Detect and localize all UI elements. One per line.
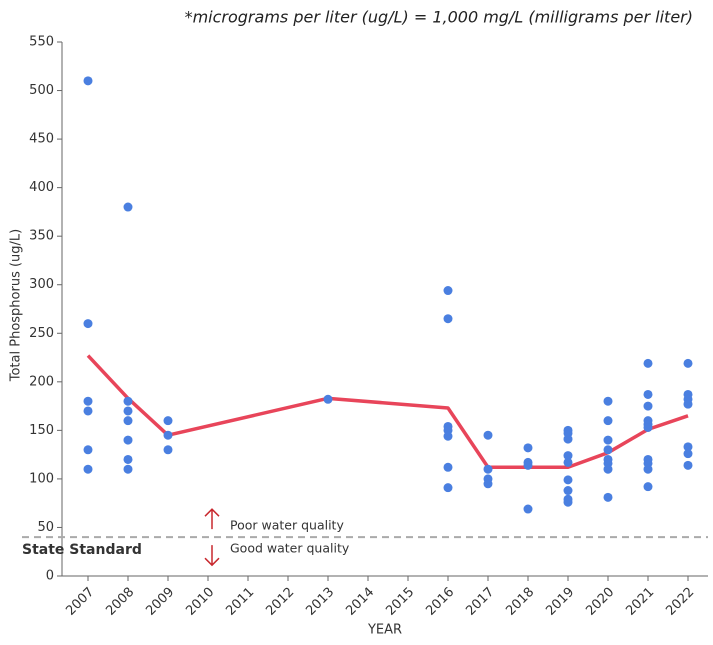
point: [643, 464, 653, 474]
y-tick-label: 50: [37, 520, 54, 535]
point: [563, 486, 573, 496]
x-tick-label: 2010: [183, 585, 217, 619]
point: [83, 445, 93, 455]
point: [443, 462, 453, 472]
y-tick-label: 350: [29, 229, 54, 244]
point: [483, 464, 493, 474]
y-tick-label: 150: [29, 423, 54, 438]
x-tick-label: 2013: [303, 585, 337, 619]
point: [123, 406, 133, 416]
point: [483, 479, 493, 489]
point: [83, 319, 93, 329]
point: [83, 396, 93, 406]
x-tick-label: 2009: [143, 585, 177, 619]
point: [643, 482, 653, 492]
point: [123, 396, 133, 406]
point: [163, 445, 173, 455]
x-axis-title: YEAR: [367, 623, 402, 638]
point: [443, 286, 453, 296]
point: [683, 358, 693, 368]
y-tick-label: 0: [46, 569, 54, 584]
point: [443, 431, 453, 441]
x-tick-label: 2018: [503, 585, 537, 619]
x-tick-label: 2019: [543, 585, 577, 619]
point: [603, 445, 613, 455]
point: [643, 401, 653, 411]
y-tick-label: 450: [29, 132, 54, 147]
arrow-down: [204, 545, 220, 567]
point: [603, 416, 613, 426]
x-tick-label: 2017: [463, 585, 497, 619]
note: *micrograms per liter (ug/L) = 1,000 mg/…: [185, 8, 693, 27]
point: [523, 504, 533, 514]
x-tick-label: 2021: [623, 585, 657, 619]
y-tick-label: 500: [29, 83, 54, 98]
point: [83, 76, 93, 86]
y-tick-label: 100: [29, 471, 54, 486]
point: [643, 358, 653, 368]
x-tick-label: 2008: [103, 585, 137, 619]
y-tick-label: 250: [29, 326, 54, 341]
point: [123, 202, 133, 212]
point: [83, 464, 93, 474]
point: [683, 442, 693, 452]
point: [603, 396, 613, 406]
good-label: Good water quality: [230, 541, 350, 556]
y-tick-label: 200: [29, 374, 54, 389]
x-tick-label: 2014: [343, 585, 377, 619]
point: [323, 394, 333, 404]
point: [523, 443, 533, 453]
point: [683, 460, 693, 470]
x-tick-label: 2011: [223, 585, 257, 619]
point: [123, 454, 133, 464]
point: [163, 416, 173, 426]
point: [443, 483, 453, 493]
point: [643, 422, 653, 432]
point: [603, 435, 613, 445]
y-tick-label: 300: [29, 277, 54, 292]
point: [563, 475, 573, 485]
x-tick-label: 2016: [423, 585, 457, 619]
y-tick-label: 400: [29, 180, 54, 195]
point: [563, 497, 573, 507]
point: [603, 464, 613, 474]
point: [563, 457, 573, 467]
point: [83, 406, 93, 416]
point: [443, 314, 453, 324]
point: [603, 492, 613, 502]
mean-line: [86, 354, 689, 470]
y-axis-title: Total Phosphorus (ug/L): [9, 229, 24, 383]
point: [123, 435, 133, 445]
x-tick-label: 2020: [583, 585, 617, 619]
point: [523, 460, 533, 470]
arrow-up: [204, 508, 220, 530]
standard-label: State Standard: [22, 542, 142, 558]
y-tick-label: 550: [29, 35, 54, 50]
point: [163, 430, 173, 440]
x-tick-label: 2012: [263, 585, 297, 619]
point: [123, 416, 133, 426]
x-tick-label: 2007: [63, 585, 97, 619]
point: [643, 389, 653, 399]
x-tick-label: 2022: [663, 585, 697, 619]
poor-label: Poor water quality: [230, 518, 344, 533]
point: [563, 434, 573, 444]
point: [683, 399, 693, 409]
x-tick-label: 2015: [383, 585, 417, 619]
point: [483, 430, 493, 440]
point: [563, 451, 573, 461]
point: [683, 449, 693, 459]
point: [123, 464, 133, 474]
